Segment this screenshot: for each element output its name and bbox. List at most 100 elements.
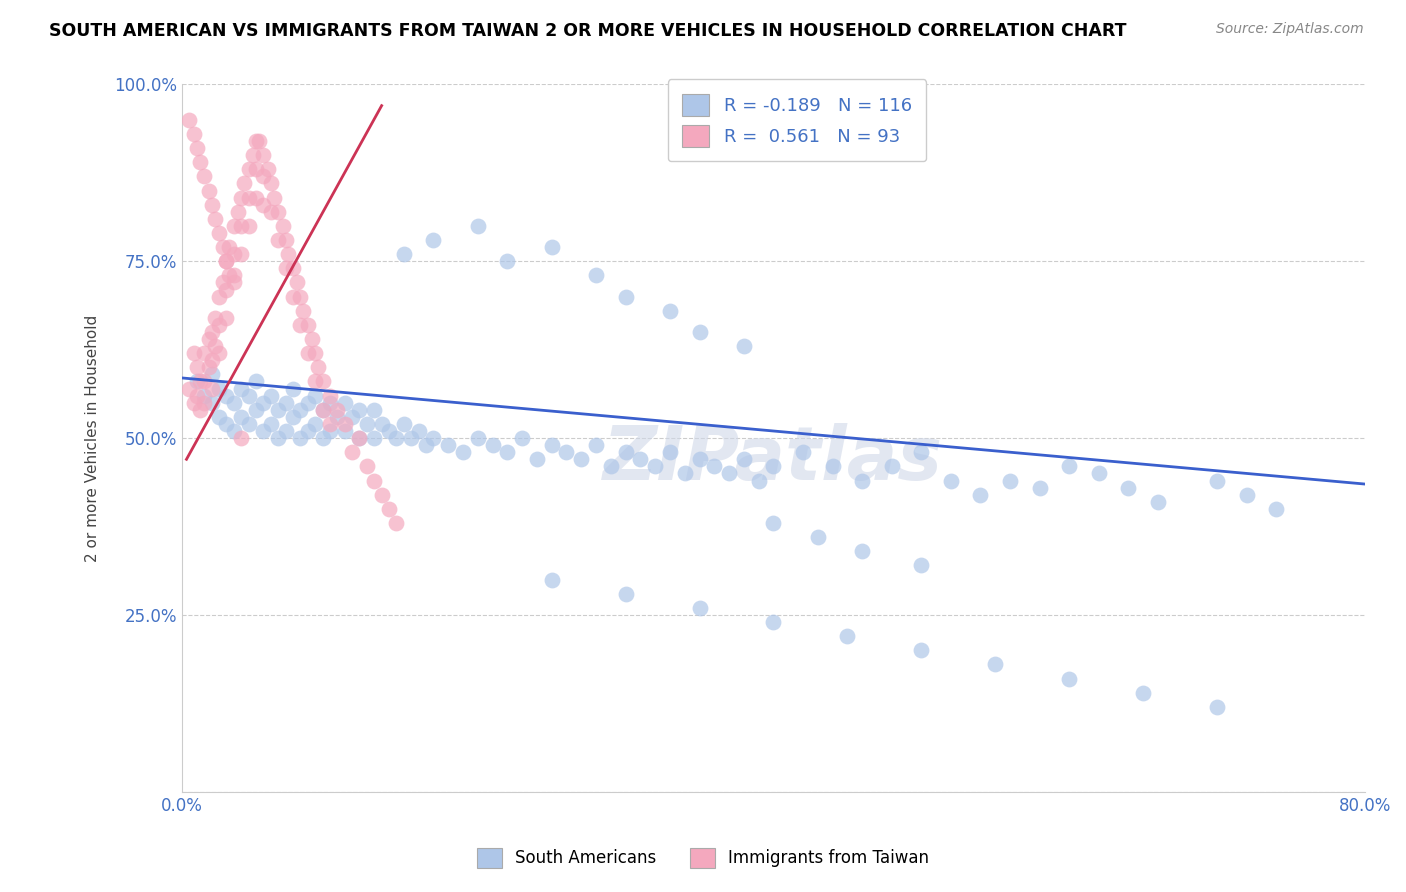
Point bbox=[392, 417, 415, 431]
Point bbox=[658, 445, 681, 459]
Point bbox=[222, 395, 245, 409]
Point bbox=[231, 409, 253, 424]
Point bbox=[311, 375, 333, 389]
Point bbox=[984, 657, 1007, 672]
Point bbox=[193, 389, 215, 403]
Point bbox=[311, 431, 333, 445]
Point bbox=[222, 219, 245, 233]
Point bbox=[233, 177, 256, 191]
Point bbox=[304, 389, 326, 403]
Point bbox=[540, 240, 562, 254]
Point bbox=[762, 615, 785, 629]
Point bbox=[186, 375, 208, 389]
Point bbox=[408, 424, 430, 438]
Point bbox=[238, 191, 260, 205]
Point bbox=[340, 445, 363, 459]
Point bbox=[218, 240, 240, 254]
Point bbox=[363, 431, 385, 445]
Point bbox=[215, 254, 238, 268]
Point bbox=[245, 191, 267, 205]
Point bbox=[349, 431, 371, 445]
Point bbox=[689, 325, 711, 339]
Point bbox=[378, 424, 401, 438]
Point bbox=[998, 474, 1021, 488]
Point bbox=[1028, 481, 1050, 495]
Point bbox=[215, 389, 238, 403]
Point bbox=[252, 424, 274, 438]
Point bbox=[256, 162, 278, 177]
Point bbox=[201, 382, 224, 396]
Point bbox=[422, 233, 444, 247]
Point bbox=[222, 424, 245, 438]
Point bbox=[1087, 467, 1109, 481]
Point bbox=[644, 459, 666, 474]
Point bbox=[222, 268, 245, 283]
Point bbox=[204, 310, 226, 325]
Point bbox=[319, 395, 342, 409]
Point bbox=[319, 424, 342, 438]
Point bbox=[762, 459, 785, 474]
Point bbox=[245, 134, 267, 148]
Legend: South Americans, Immigrants from Taiwan: South Americans, Immigrants from Taiwan bbox=[470, 841, 936, 875]
Point bbox=[378, 501, 401, 516]
Point bbox=[307, 360, 329, 375]
Point bbox=[851, 474, 873, 488]
Point bbox=[281, 261, 304, 276]
Point bbox=[614, 290, 637, 304]
Point bbox=[222, 276, 245, 290]
Text: SOUTH AMERICAN VS IMMIGRANTS FROM TAIWAN 2 OR MORE VEHICLES IN HOUSEHOLD CORRELA: SOUTH AMERICAN VS IMMIGRANTS FROM TAIWAN… bbox=[49, 22, 1126, 40]
Point bbox=[222, 247, 245, 261]
Point bbox=[193, 375, 215, 389]
Point bbox=[204, 211, 226, 226]
Point bbox=[183, 346, 205, 360]
Point bbox=[415, 438, 437, 452]
Point bbox=[1057, 459, 1080, 474]
Point bbox=[910, 643, 932, 657]
Point bbox=[252, 197, 274, 211]
Point bbox=[193, 169, 215, 184]
Point bbox=[939, 474, 962, 488]
Point bbox=[326, 409, 349, 424]
Point bbox=[215, 417, 238, 431]
Point bbox=[422, 431, 444, 445]
Point bbox=[267, 233, 290, 247]
Point bbox=[451, 445, 474, 459]
Point bbox=[281, 290, 304, 304]
Point bbox=[392, 247, 415, 261]
Point bbox=[689, 600, 711, 615]
Point bbox=[399, 431, 422, 445]
Point bbox=[204, 339, 226, 353]
Point bbox=[703, 459, 725, 474]
Point bbox=[349, 402, 371, 417]
Point bbox=[356, 459, 378, 474]
Point bbox=[1265, 501, 1288, 516]
Point bbox=[201, 395, 224, 409]
Point bbox=[628, 452, 651, 467]
Point bbox=[281, 409, 304, 424]
Point bbox=[186, 141, 208, 155]
Point bbox=[245, 402, 267, 417]
Point bbox=[208, 346, 231, 360]
Point bbox=[226, 204, 249, 219]
Point bbox=[188, 155, 211, 169]
Point bbox=[208, 409, 231, 424]
Point bbox=[385, 431, 408, 445]
Point bbox=[1206, 699, 1229, 714]
Point bbox=[510, 431, 533, 445]
Point bbox=[188, 375, 211, 389]
Point bbox=[215, 310, 238, 325]
Point bbox=[260, 417, 283, 431]
Point bbox=[231, 431, 253, 445]
Point bbox=[260, 389, 283, 403]
Point bbox=[304, 375, 326, 389]
Point bbox=[326, 402, 349, 417]
Point bbox=[218, 268, 240, 283]
Point bbox=[689, 452, 711, 467]
Point bbox=[208, 318, 231, 332]
Point bbox=[252, 148, 274, 162]
Point bbox=[614, 445, 637, 459]
Point bbox=[1146, 494, 1168, 508]
Point bbox=[599, 459, 621, 474]
Point bbox=[821, 459, 844, 474]
Point bbox=[183, 395, 205, 409]
